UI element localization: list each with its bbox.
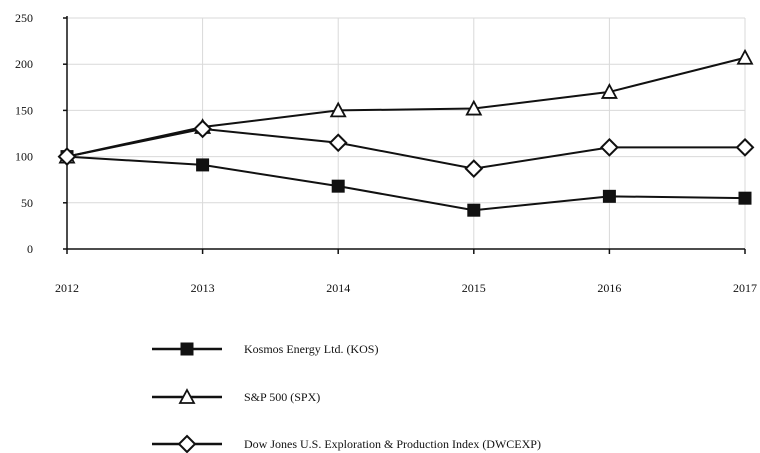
legend-marker bbox=[177, 434, 197, 453]
data-point bbox=[331, 179, 345, 193]
legend-marker bbox=[180, 342, 194, 356]
series-markers-1 bbox=[58, 48, 754, 164]
legend-item: S&P 500 (SPX) bbox=[152, 388, 320, 404]
series-2 bbox=[66, 127, 745, 170]
data-point bbox=[196, 158, 210, 172]
data-point bbox=[467, 203, 481, 217]
x-tick-label: 2017 bbox=[733, 281, 757, 295]
legend-marker bbox=[178, 388, 196, 404]
x-tick-label: 2013 bbox=[191, 281, 215, 295]
series-0 bbox=[66, 155, 746, 212]
series-group bbox=[57, 48, 755, 217]
legend-label: Dow Jones U.S. Exploration & Production … bbox=[244, 437, 541, 451]
series-markers-0 bbox=[60, 150, 752, 217]
legend: Kosmos Energy Ltd. (KOS) S&P 500 (SPX) Dow… bbox=[152, 342, 541, 453]
data-point bbox=[738, 191, 752, 205]
data-point bbox=[464, 159, 484, 179]
series-line bbox=[66, 56, 746, 158]
legend-item: Dow Jones U.S. Exploration & Production … bbox=[152, 434, 541, 453]
x-tick-label: 2016 bbox=[597, 281, 621, 295]
y-tick-label: 200 bbox=[15, 57, 33, 71]
y-tick-labels: 0 50 100 150 200 250 bbox=[15, 11, 33, 256]
legend-label: S&P 500 (SPX) bbox=[244, 390, 320, 404]
series-line bbox=[66, 127, 745, 170]
x-tick-label: 2014 bbox=[326, 281, 350, 295]
y-tick-label: 150 bbox=[15, 103, 33, 117]
y-tick-label: 0 bbox=[27, 242, 33, 256]
y-tick-label: 100 bbox=[15, 150, 33, 164]
x-tick-label: 2012 bbox=[55, 281, 79, 295]
data-point bbox=[57, 147, 77, 167]
data-point bbox=[600, 83, 618, 99]
series-markers-2 bbox=[57, 119, 755, 179]
data-point bbox=[599, 137, 619, 157]
axes bbox=[63, 16, 746, 254]
legend-label: Kosmos Energy Ltd. (KOS) bbox=[244, 342, 378, 356]
data-point bbox=[193, 119, 213, 139]
data-point bbox=[735, 137, 755, 157]
data-point bbox=[328, 133, 348, 153]
series-line bbox=[66, 155, 746, 212]
data-point bbox=[736, 48, 754, 65]
y-tick-label: 250 bbox=[15, 11, 33, 25]
legend-item: Kosmos Energy Ltd. (KOS) bbox=[152, 342, 378, 356]
data-point bbox=[602, 189, 616, 203]
series-1 bbox=[66, 56, 746, 158]
data-point bbox=[329, 101, 347, 118]
x-tick-labels: 2012 2013 2014 2015 2016 2017 bbox=[55, 281, 757, 295]
x-tick-label: 2015 bbox=[462, 281, 486, 295]
y-tick-label: 50 bbox=[21, 196, 33, 210]
data-point bbox=[465, 99, 483, 116]
